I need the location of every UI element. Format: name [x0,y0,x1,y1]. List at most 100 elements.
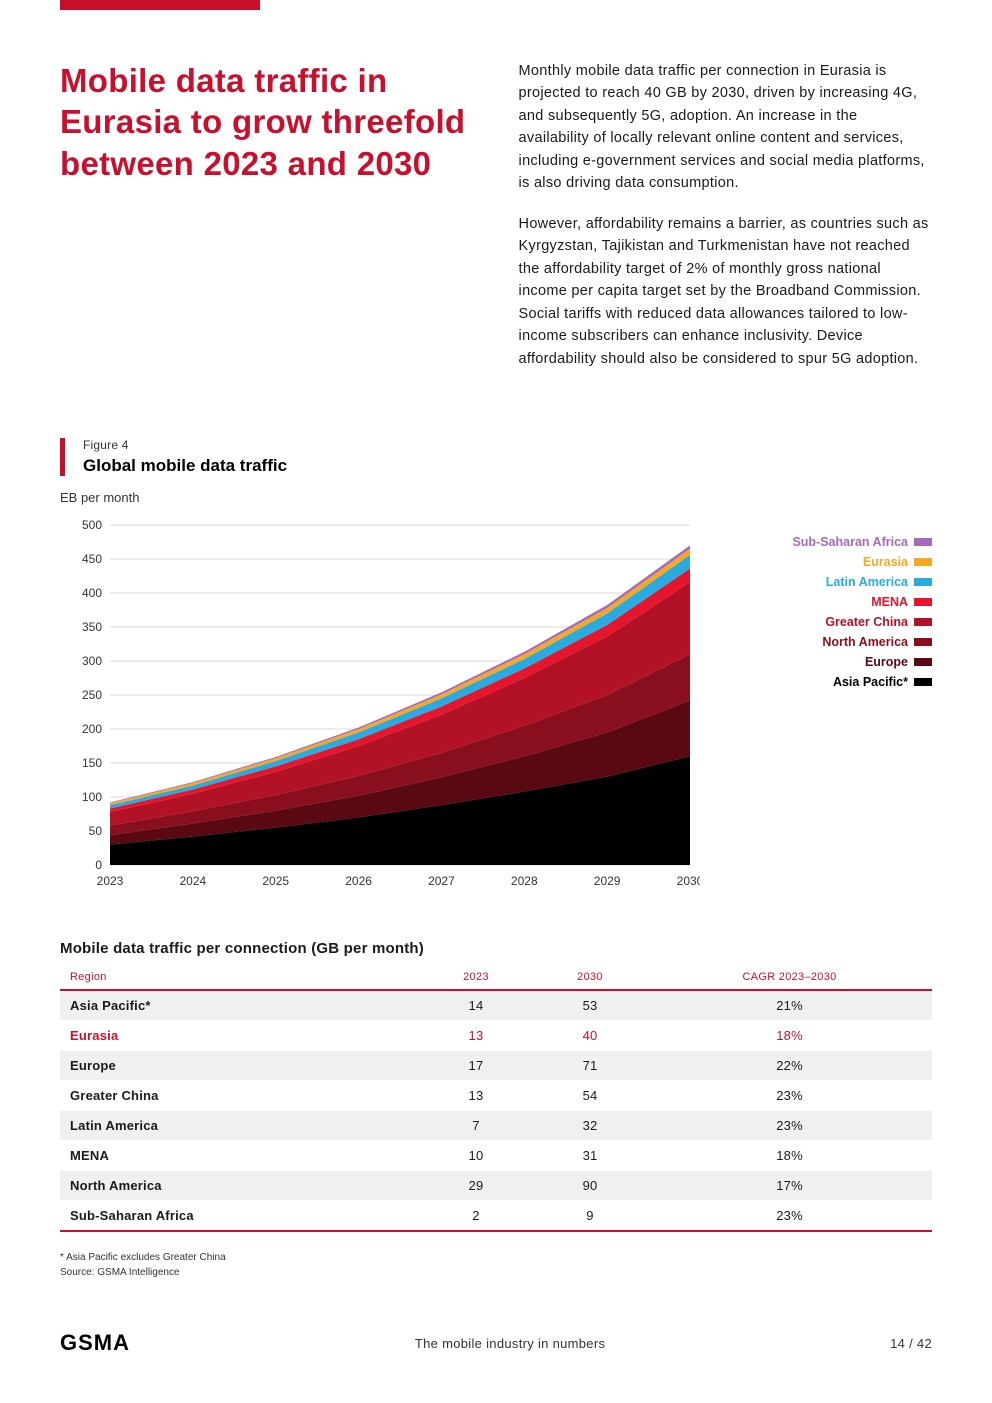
legend-swatch [914,638,932,646]
table-cell: Eurasia [60,1021,419,1051]
svg-text:2028: 2028 [511,874,538,888]
chart-subtitle: EB per month [60,490,932,505]
table-row: Europe177122% [60,1051,932,1081]
legend-label: Europe [865,655,908,669]
table-cell: 40 [533,1021,647,1051]
svg-text:2026: 2026 [345,874,372,888]
svg-text:100: 100 [82,790,102,804]
header-row: Mobile data traffic in Eurasia to grow t… [60,60,932,388]
legend-swatch [914,658,932,666]
table-cell: 53 [533,990,647,1021]
table-cell: 90 [533,1171,647,1201]
legend-item: Eurasia [716,555,932,569]
svg-text:50: 50 [89,824,103,838]
table-cell: 18% [647,1021,932,1051]
svg-text:500: 500 [82,518,102,532]
svg-text:300: 300 [82,654,102,668]
table-row: Asia Pacific*145321% [60,990,932,1021]
svg-text:0: 0 [95,858,102,872]
figure-heading-block: Figure 4 Global mobile data traffic [60,438,932,476]
svg-text:2029: 2029 [594,874,621,888]
legend-item: Europe [716,655,932,669]
table-row: North America299017% [60,1171,932,1201]
table-cell: Greater China [60,1081,419,1111]
table-cell: 22% [647,1051,932,1081]
legend-swatch [914,558,932,566]
legend-label: MENA [871,595,908,609]
table-row: Greater China135423% [60,1081,932,1111]
svg-text:350: 350 [82,620,102,634]
legend-item: Greater China [716,615,932,629]
table-cell: 18% [647,1141,932,1171]
svg-text:2023: 2023 [97,874,124,888]
svg-text:250: 250 [82,688,102,702]
table-title: Mobile data traffic per connection (GB p… [60,940,932,957]
body-column: Monthly mobile data traffic per connecti… [519,60,932,388]
data-table: Region20232030CAGR 2023–2030 Asia Pacifi… [60,965,932,1232]
gsma-logo: GSMA [60,1330,130,1356]
legend-item: Asia Pacific* [716,675,932,689]
table-cell: Sub-Saharan Africa [60,1201,419,1232]
svg-text:450: 450 [82,552,102,566]
table-cell: Latin America [60,1111,419,1141]
chart-container: 0501001502002503003504004505002023202420… [60,515,932,900]
page-footer: GSMA The mobile industry in numbers 14 /… [60,1310,932,1356]
chart-legend: Sub-Saharan Africa Eurasia Latin America ME… [716,515,932,900]
table-cell: 17% [647,1171,932,1201]
table-cell: MENA [60,1141,419,1171]
table-cell: 23% [647,1201,932,1232]
legend-label: Greater China [825,615,908,629]
footnotes: * Asia Pacific excludes Greater China So… [60,1250,932,1280]
table-row: Latin America73223% [60,1111,932,1141]
table-cell: 54 [533,1081,647,1111]
svg-text:2027: 2027 [428,874,455,888]
table-cell: Europe [60,1051,419,1081]
legend-item: Sub-Saharan Africa [716,535,932,549]
legend-swatch [914,618,932,626]
figure-title: Global mobile data traffic [83,456,932,476]
legend-swatch [914,538,932,546]
legend-label: Asia Pacific* [833,675,908,689]
table-cell: 9 [533,1201,647,1232]
table-cell: 29 [419,1171,533,1201]
svg-text:2030: 2030 [677,874,700,888]
page-headline: Mobile data traffic in Eurasia to grow t… [60,60,479,388]
area-chart: 0501001502002503003504004505002023202420… [60,515,700,900]
legend-label: Eurasia [863,555,908,569]
table-header: Region [60,965,419,990]
table-header: 2030 [533,965,647,990]
svg-text:400: 400 [82,586,102,600]
svg-text:2025: 2025 [262,874,289,888]
legend-label: Sub-Saharan Africa [792,535,908,549]
table-cell: 23% [647,1111,932,1141]
table-row: Sub-Saharan Africa2923% [60,1201,932,1232]
footer-title: The mobile industry in numbers [130,1336,890,1351]
table-cell: 10 [419,1141,533,1171]
legend-label: North America [822,635,908,649]
body-paragraph-2: However, affordability remains a barrier… [519,213,932,370]
footnote-2: Source: GSMA Intelligence [60,1265,932,1280]
table-header: CAGR 2023–2030 [647,965,932,990]
page-number: 14 / 42 [890,1336,932,1351]
table-cell: Asia Pacific* [60,990,419,1021]
legend-item: Latin America [716,575,932,589]
table-cell: 14 [419,990,533,1021]
svg-text:2024: 2024 [180,874,207,888]
table-cell: 23% [647,1081,932,1111]
legend-swatch [914,578,932,586]
table-header: 2023 [419,965,533,990]
legend-swatch [914,598,932,606]
footnote-1: * Asia Pacific excludes Greater China [60,1250,932,1265]
table-cell: 32 [533,1111,647,1141]
table-cell: 31 [533,1141,647,1171]
table-row: Eurasia134018% [60,1021,932,1051]
table-row: MENA103118% [60,1141,932,1171]
top-accent-bar [60,0,260,10]
table-cell: 2 [419,1201,533,1232]
svg-text:150: 150 [82,756,102,770]
body-paragraph-1: Monthly mobile data traffic per connecti… [519,60,932,195]
figure-label: Figure 4 [83,438,932,452]
table-cell: 13 [419,1081,533,1111]
legend-label: Latin America [826,575,908,589]
table-cell: 21% [647,990,932,1021]
